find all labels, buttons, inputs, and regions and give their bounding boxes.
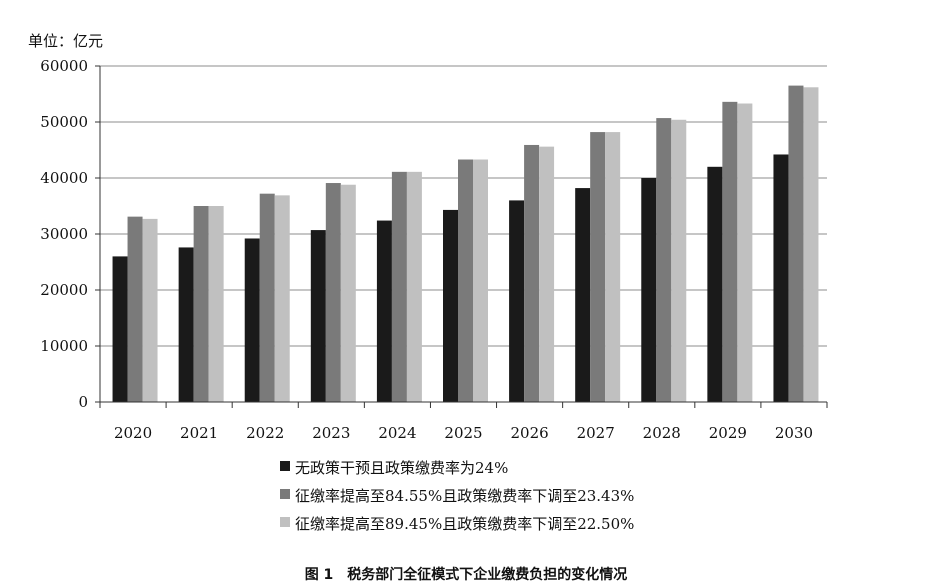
y-tick-label: 40000 xyxy=(40,169,88,187)
bar-series1-2029 xyxy=(707,166,723,402)
bar-series2-2025 xyxy=(458,159,473,402)
bar-series3-2021 xyxy=(208,206,224,402)
bar-series2-2030 xyxy=(788,85,804,402)
figure-caption: 图 1 税务部门全征模式下企业缴费负担的变化情况 xyxy=(305,566,628,583)
bar-series3-2020 xyxy=(142,218,158,402)
bar-series2-2022 xyxy=(259,193,275,402)
bar-series1-2023 xyxy=(310,230,326,402)
x-tick-label: 2028 xyxy=(643,424,681,442)
x-axis: 2020 2021 2022 2023 2024 2025 2026 2027 2028 2029… xyxy=(99,401,828,442)
bar-series1-2027 xyxy=(575,188,591,402)
x-tick-label: 2025 xyxy=(444,424,482,442)
bar-series3-2030 xyxy=(803,87,819,402)
legend-label-3: 征缴率提高至89.45%且政策缴费率下调至22.50% xyxy=(295,515,634,533)
bar-series2-2028 xyxy=(656,118,672,402)
y-tick-label: 60000 xyxy=(40,57,88,75)
legend-swatch-3 xyxy=(280,517,290,527)
legend-swatch-2 xyxy=(280,489,290,499)
bar-series2-2021 xyxy=(193,206,209,402)
y-tick-label: 10000 xyxy=(40,337,88,355)
bar-series2-2029 xyxy=(722,101,738,402)
bar-series2-2026 xyxy=(524,144,540,402)
y-axis-ticks: 0 10000 20000 30000 40000 50000 60000 xyxy=(40,57,101,411)
x-tick-label: 2024 xyxy=(378,424,416,442)
bar-series2-2023 xyxy=(325,183,341,402)
x-tick-label: 2026 xyxy=(510,424,548,442)
y-tick-label: 30000 xyxy=(40,225,88,243)
bar-series1-2025 xyxy=(443,209,458,402)
bars xyxy=(112,85,819,403)
bar-series2-2027 xyxy=(590,132,606,402)
bar-series1-2030 xyxy=(773,154,789,402)
bar-series3-2026 xyxy=(539,146,555,402)
x-tick-label: 2027 xyxy=(577,424,615,442)
bar-series3-2022 xyxy=(274,195,290,402)
bar-series3-2028 xyxy=(671,119,687,402)
x-tick-label: 2023 xyxy=(312,424,350,442)
legend-label-2: 征缴率提高至84.55%且政策缴费率下调至23.43% xyxy=(295,487,634,505)
x-tick-label: 2020 xyxy=(114,424,152,442)
bar-series1-2021 xyxy=(178,247,194,402)
bar-series3-2027 xyxy=(605,132,621,402)
legend-label-1: 无政策干预且政策缴费率为24% xyxy=(295,459,508,477)
bar-series3-2029 xyxy=(737,103,753,403)
bar-series3-2024 xyxy=(406,171,422,402)
bar-series3-2025 xyxy=(473,159,488,402)
legend-swatch-1 xyxy=(280,461,290,471)
y-tick-label: 0 xyxy=(78,393,88,411)
bar-series1-2022 xyxy=(244,238,260,402)
bar-series1-2024 xyxy=(376,220,392,402)
bar-series2-2024 xyxy=(391,171,407,402)
bar-series1-2026 xyxy=(509,200,525,402)
x-tick-label: 2022 xyxy=(246,424,284,442)
bar-series1-2020 xyxy=(112,256,128,402)
bar-series2-2020 xyxy=(127,216,143,402)
x-tick-label: 2030 xyxy=(775,424,813,442)
legend: 无政策干预且政策缴费率为24% 征缴率提高至84.55%且政策缴费率下调至23.4… xyxy=(280,459,634,533)
bar-series3-2023 xyxy=(340,184,356,402)
y-tick-label: 20000 xyxy=(40,281,88,299)
x-tick-label: 2021 xyxy=(180,424,218,442)
x-tick-label: 2029 xyxy=(709,424,747,442)
unit-label: 单位：亿元 xyxy=(28,32,103,50)
bar-series1-2028 xyxy=(641,178,657,402)
y-tick-label: 50000 xyxy=(40,113,88,131)
